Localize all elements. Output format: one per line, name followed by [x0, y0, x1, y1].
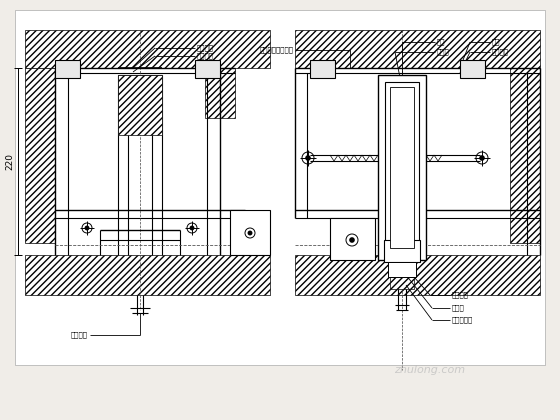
Bar	[118, 75, 162, 135]
Bar	[385, 82, 419, 253]
Circle shape	[350, 238, 354, 242]
Bar	[55, 60, 80, 78]
Bar	[390, 277, 414, 289]
Bar	[310, 60, 335, 78]
Bar	[25, 255, 270, 295]
Text: 钢板: 钢板	[492, 39, 501, 45]
Text: 设计钢板: 设计钢板	[197, 52, 214, 59]
Text: 设计角钢: 设计角钢	[492, 49, 509, 55]
Bar	[25, 68, 55, 243]
Bar	[390, 87, 414, 248]
Circle shape	[248, 231, 252, 235]
Bar	[388, 262, 416, 277]
Text: 设计埋钢: 设计埋钢	[71, 332, 88, 338]
Text: 固定角钉: 固定角钉	[452, 292, 469, 298]
Bar	[25, 30, 270, 68]
Text: 垫钢板: 垫钢板	[452, 304, 465, 311]
Bar	[510, 68, 540, 243]
Circle shape	[306, 156, 310, 160]
Circle shape	[85, 226, 88, 230]
Bar	[384, 240, 420, 262]
Bar	[230, 210, 270, 255]
Text: 立柱: 立柱	[437, 39, 446, 45]
Bar	[460, 60, 485, 78]
Bar	[295, 30, 540, 68]
Circle shape	[190, 226, 194, 230]
Bar	[330, 218, 375, 260]
Bar	[205, 68, 235, 118]
Bar	[15, 10, 545, 365]
Bar	[295, 255, 540, 295]
Text: 压模密封胶: 压模密封胶	[452, 317, 473, 323]
Text: zhulong.com: zhulong.com	[394, 365, 465, 375]
Text: 220: 220	[6, 153, 15, 171]
Text: 设计角钢: 设计角钢	[197, 45, 214, 51]
Text: 大套筒: 大套筒	[437, 49, 450, 55]
Bar	[195, 60, 220, 78]
Bar	[378, 75, 426, 260]
Circle shape	[480, 156, 484, 160]
Text: 不锈钢石材十挂件: 不锈钢石材十挂件	[260, 47, 294, 53]
